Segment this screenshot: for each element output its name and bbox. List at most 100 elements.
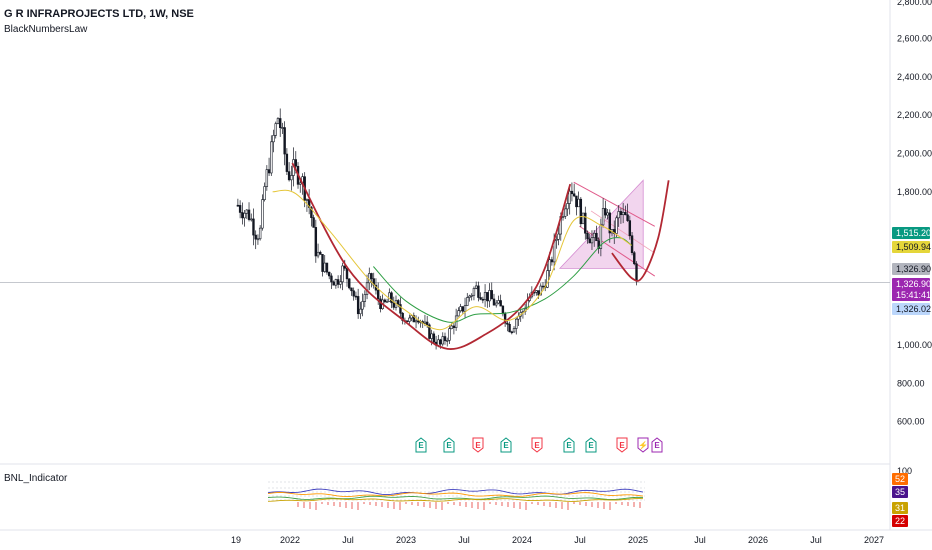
candle-body xyxy=(628,220,632,237)
indicator-legend-sub[interactable]: BNL_Indicator xyxy=(4,473,68,484)
candle-body xyxy=(592,232,596,238)
candle-body xyxy=(481,298,485,301)
candle-body xyxy=(370,273,373,279)
candle-body xyxy=(437,339,440,346)
indicator-value-badge xyxy=(892,515,908,527)
candle-body xyxy=(345,267,349,280)
indicator-value-badge xyxy=(892,473,908,485)
candle-body xyxy=(441,336,444,345)
candle-body xyxy=(633,252,636,265)
candle-body xyxy=(579,198,583,225)
earnings-event-marker xyxy=(563,437,575,453)
candle-body xyxy=(348,278,351,289)
candle-body xyxy=(463,305,467,312)
time-tick-label: Jul xyxy=(458,535,470,545)
channel-upper-line xyxy=(573,181,656,227)
earnings-event-label: E xyxy=(654,441,660,450)
candle-body xyxy=(283,127,286,155)
candle-body xyxy=(430,333,433,339)
candle-body xyxy=(354,295,358,298)
price-label-text: 1,326.90 xyxy=(896,279,931,289)
candle-body xyxy=(572,193,576,197)
candle-body xyxy=(608,212,611,234)
candle-body xyxy=(252,218,255,236)
candle-body xyxy=(339,281,342,285)
candle-body xyxy=(461,306,465,312)
time-tick-label: 2025 xyxy=(628,535,648,545)
earnings-event-label: E xyxy=(566,441,572,450)
candle-body xyxy=(492,298,496,306)
candle-body xyxy=(501,305,505,315)
candle-body xyxy=(314,227,318,257)
channel-mid-line xyxy=(590,210,655,254)
candle-body xyxy=(503,313,507,324)
candle-body xyxy=(279,118,282,128)
candle-body xyxy=(548,259,551,271)
earnings-event-label: E xyxy=(503,441,509,450)
candle-body xyxy=(399,304,402,314)
price-label-text: 1,326.02 xyxy=(896,304,931,314)
time-tick-label: 2027 xyxy=(864,535,884,545)
candle-body xyxy=(474,285,478,289)
candle-body xyxy=(601,208,605,226)
price-label-badge xyxy=(892,227,930,239)
price-tick-label: 800.00 xyxy=(897,378,925,388)
candle-body xyxy=(343,265,346,269)
candle-body xyxy=(615,217,618,234)
triangle-pattern-shape xyxy=(558,179,644,269)
candle-body xyxy=(581,212,585,225)
candle-body xyxy=(564,208,567,217)
indicator-legend-main[interactable]: BlackNumbersLaw xyxy=(4,24,88,35)
candle-body xyxy=(410,315,413,319)
indicator-value-badge xyxy=(892,486,908,498)
candle-body xyxy=(617,211,620,219)
candle-body xyxy=(256,238,260,241)
earnings-event-marker xyxy=(531,437,543,453)
time-tick-label: Jul xyxy=(694,535,706,545)
price-tick-label: 600.00 xyxy=(897,417,925,427)
candle-body xyxy=(412,315,416,323)
candle-body xyxy=(261,199,264,229)
time-tick-label: Jul xyxy=(574,535,586,545)
candle-body xyxy=(626,214,629,221)
candle-body xyxy=(376,289,380,300)
earnings-event-marker xyxy=(443,437,455,453)
candle-body xyxy=(390,292,393,304)
earnings-event-label: E xyxy=(475,441,481,450)
candle-body xyxy=(499,300,502,307)
candle-body xyxy=(479,297,482,300)
candle-body xyxy=(285,153,289,172)
candle-body xyxy=(477,285,480,298)
candle-body xyxy=(245,209,248,214)
candle-body xyxy=(276,118,280,124)
candle-body xyxy=(466,297,469,306)
time-tick-label: Jul xyxy=(810,535,822,545)
price-label-text: 1,326.90 xyxy=(896,264,931,274)
time-tick-label: 2022 xyxy=(280,535,300,545)
handle-arc-line xyxy=(611,180,670,282)
candle-body xyxy=(247,209,251,220)
candle-body xyxy=(510,331,514,334)
candle-body xyxy=(281,127,284,129)
candle-body xyxy=(448,328,451,341)
candle-body xyxy=(457,310,460,317)
ma-green-line xyxy=(373,237,632,323)
candle-body xyxy=(327,271,331,277)
candle-body xyxy=(274,123,277,136)
earnings-event-marker xyxy=(472,437,484,453)
osc-line-purple xyxy=(267,488,644,495)
candle-body xyxy=(630,235,634,254)
candle-body xyxy=(243,212,246,219)
candle-body xyxy=(325,262,329,273)
candle-body xyxy=(305,199,309,201)
price-label-text: 15:41:41 xyxy=(896,290,931,300)
candle-body xyxy=(557,233,560,240)
candle-body xyxy=(250,218,253,221)
candle-body xyxy=(299,182,302,185)
candle-body xyxy=(483,292,487,300)
time-tick-label: 19 xyxy=(231,535,241,545)
candle-body xyxy=(459,306,462,312)
earnings-event-label: E xyxy=(619,441,625,450)
